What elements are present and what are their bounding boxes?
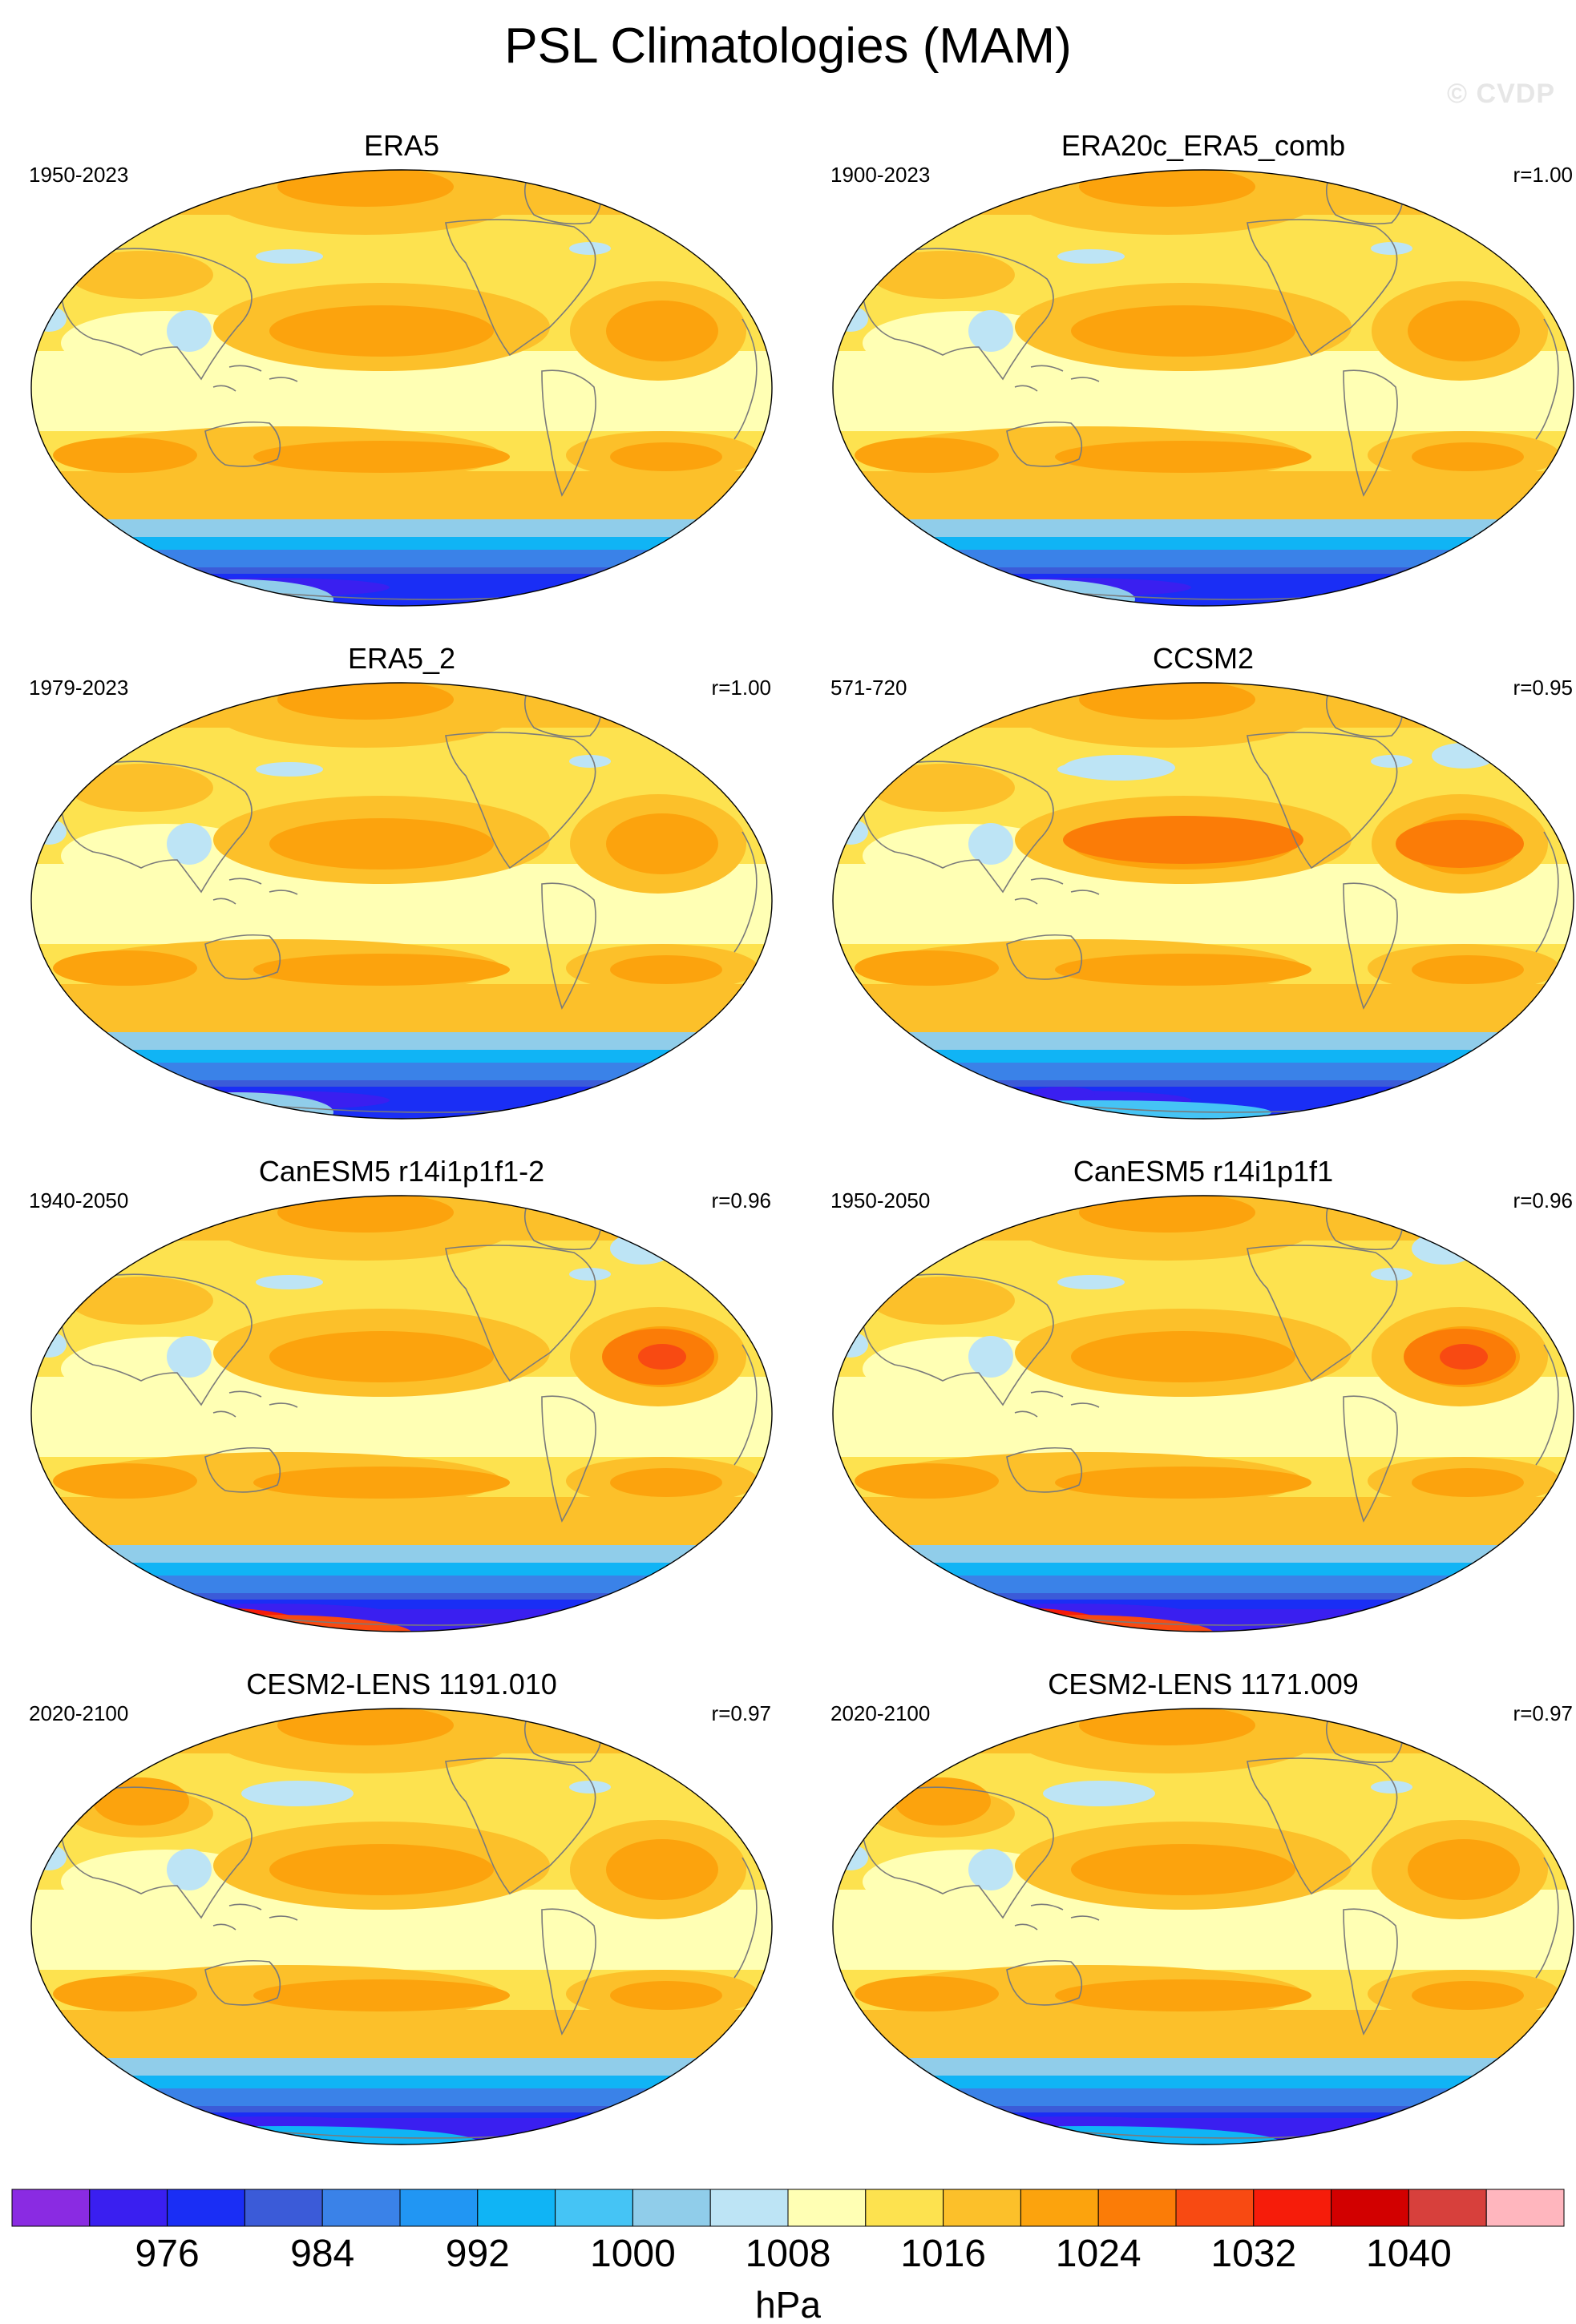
panel-years: 1950-2023 (29, 163, 129, 187)
colorbar-swatch (1097, 2189, 1177, 2227)
panel-correlation: r=1.00 (711, 676, 771, 700)
panel-title: CESM2-LENS 1191.010 (246, 1668, 557, 1701)
panel-title: CanESM5 r14i1p1f1-2 (258, 1155, 545, 1188)
panel-correlation: r=0.96 (711, 1188, 771, 1212)
colorbar-swatch (1485, 2189, 1565, 2227)
colorbar-tick-label: 1040 (1366, 2233, 1452, 2275)
colorbar-tick-label: 1032 (1210, 2233, 1296, 2275)
colorbar-swatch (1020, 2189, 1099, 2227)
map-panel: ERA5 1950-2023 (29, 128, 774, 609)
panel-correlation: r=0.95 (1513, 676, 1573, 700)
colorbar-tick-label: 1000 (590, 2233, 676, 2275)
colorbar-swatch (709, 2189, 789, 2227)
colorbar-swatch (321, 2189, 401, 2227)
colorbar-tick-label: 1024 (1056, 2233, 1142, 2275)
colorbar-swatch (787, 2189, 867, 2227)
psl-map (832, 682, 1574, 1120)
colorbar-swatch (632, 2189, 711, 2227)
panel-title: ERA20c_ERA5_comb (1061, 129, 1346, 162)
map-border (832, 682, 1574, 1120)
panel-title: CanESM5 r14i1p1f1 (1073, 1155, 1334, 1188)
colorbar-swatch (1331, 2189, 1409, 2227)
colorbar-swatch (865, 2189, 944, 2227)
colorbar-swatch (477, 2189, 556, 2227)
figure-title: PSL Climatologies (MAM) (504, 18, 1072, 74)
psl-map (30, 1195, 773, 1632)
psl-map (832, 1708, 1574, 2145)
colorbar-swatch (1408, 2189, 1487, 2227)
map-border (832, 1708, 1574, 2145)
colorbar-swatch (1175, 2189, 1255, 2227)
psl-map (832, 169, 1574, 607)
map-border (832, 1195, 1574, 1632)
colorbar-tick-label: 992 (446, 2233, 510, 2275)
map-panel: ERA20c_ERA5_comb 1900-2023 r=1.00 (830, 128, 1576, 609)
panel-years: 571-720 (830, 676, 907, 700)
panel-correlation: r=1.00 (1513, 163, 1573, 187)
colorbar-swatch (11, 2189, 91, 2227)
colorbar-graphic: 976 984 992 1000 1008 1016 1024 1032 1040 hPa (11, 2189, 1565, 2324)
psl-map (30, 1708, 773, 2145)
panel-years: 1940-2050 (29, 1188, 129, 1212)
map-panel: CESM2-LENS 1191.010 2020-2100 r=0.97 (29, 1667, 774, 2148)
map-field (833, 1196, 1574, 1632)
colorbar-swatch (244, 2189, 323, 2227)
psl-map (832, 1195, 1574, 1632)
panel-years: 1979-2023 (29, 676, 129, 700)
map-panel: CanESM5 r14i1p1f1-2 1940-2050 r=0.96 (29, 1154, 774, 1635)
colorbar: 976 984 992 1000 1008 1016 1024 1032 1040 hPa (0, 2180, 1576, 2324)
panel-years: 2020-2100 (29, 1701, 129, 1725)
map-panel: ERA5_2 1979-2023 r=1.00 (29, 641, 774, 1122)
map-panel: CanESM5 r14i1p1f1 1950-2050 r=0.96 (830, 1154, 1576, 1635)
map-border (30, 1708, 773, 2145)
map-panel: CESM2-LENS 1171.009 2020-2100 r=0.97 (830, 1667, 1576, 2148)
panel-years: 2020-2100 (830, 1701, 931, 1725)
map-border (30, 169, 773, 607)
panel-title: CESM2-LENS 1171.009 (1048, 1668, 1359, 1701)
colorbar-units: hPa (755, 2284, 821, 2324)
panel-correlation: r=0.96 (1513, 1188, 1573, 1212)
colorbar-swatch (555, 2189, 633, 2227)
map-field (31, 1196, 772, 1632)
colorbar-swatch (167, 2189, 245, 2227)
panel-correlation: r=0.97 (711, 1701, 771, 1725)
panel-years: 1950-2050 (830, 1188, 931, 1212)
colorbar-swatch (89, 2189, 168, 2227)
map-field (833, 683, 1574, 1119)
panel-title: CCSM2 (1152, 642, 1255, 675)
cvdp-watermark: © CVDP (1447, 79, 1555, 109)
colorbar-swatch (1253, 2189, 1332, 2227)
map-panel: CCSM2 571-720 r=0.95 (830, 641, 1576, 1122)
colorbar-tick-label: 1008 (746, 2233, 831, 2275)
colorbar-swatch (399, 2189, 479, 2227)
colorbar-swatch (943, 2189, 1021, 2227)
panel-title: ERA5 (363, 129, 440, 162)
psl-map (30, 682, 773, 1120)
map-border (30, 1195, 773, 1632)
colorbar-tick-label: 984 (290, 2233, 354, 2275)
colorbar-tick-label: 1016 (900, 2233, 986, 2275)
map-border (832, 169, 1574, 607)
panel-title: ERA5_2 (347, 642, 456, 675)
map-field (833, 1709, 1574, 2144)
psl-map (30, 169, 773, 607)
map-border (30, 682, 773, 1120)
panel-correlation: r=0.97 (1513, 1701, 1573, 1725)
colorbar-tick-label: 976 (135, 2233, 200, 2275)
panel-years: 1900-2023 (830, 163, 931, 187)
